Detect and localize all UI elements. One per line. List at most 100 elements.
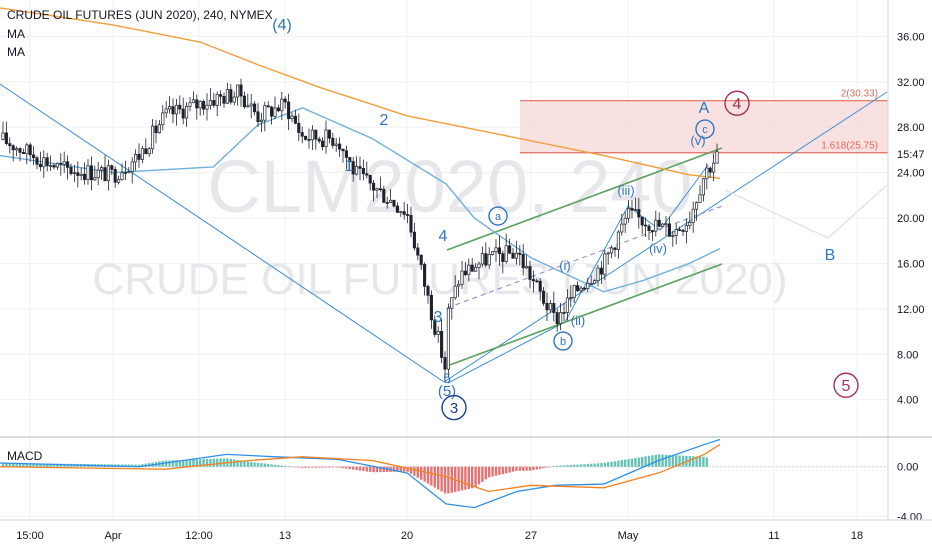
x-tick-label: 13 [279,530,291,542]
candle [21,148,25,155]
candle [521,244,525,276]
candle-body [297,122,301,133]
candle [25,142,29,165]
histogram-bar [307,466,311,468]
candle-body [15,148,19,151]
candle [586,277,590,293]
candle-body [334,143,338,146]
watermark-symbol: CLM2020, 240 [207,145,692,228]
candle [538,278,542,301]
candle-body [208,100,212,106]
candle-body [613,247,617,250]
candle-body [453,285,457,299]
candle [705,163,709,190]
histogram-bar [528,466,532,471]
candle-body [650,230,654,232]
candle [253,101,257,116]
candle-body [249,103,253,107]
candle [576,281,580,293]
candle [375,187,379,199]
histogram-bar [382,466,385,473]
histogram-bar [12,463,15,467]
candle-body [8,143,12,147]
candle [314,129,318,150]
candle [606,251,610,265]
histogram-bar [443,466,447,494]
histogram-bar [423,466,426,482]
histogram-bar [637,457,640,467]
candlesticks [1,78,719,382]
histogram-bar [358,466,362,471]
candle-body [525,266,529,269]
histogram-bar [372,466,375,473]
trend-line-1 [0,83,445,383]
candle [423,262,427,296]
histogram-bar [338,466,341,468]
histogram-bar [471,466,474,489]
histogram-bar [290,466,294,468]
candle-body [474,267,478,272]
candle-body [140,148,144,160]
histogram-bar [705,457,708,467]
candle-body [348,157,352,163]
histogram-bar [321,466,324,468]
candle [633,197,637,211]
candle-body [225,89,229,104]
histogram-bar [559,465,562,467]
candle [127,167,131,174]
candle [657,212,661,227]
histogram-bar [49,463,52,467]
histogram-bar [365,466,368,472]
candle [317,136,321,144]
histogram-bar [141,464,144,467]
candle-body [715,151,719,164]
wave-label: (v) [690,133,705,148]
candle-body [181,108,185,119]
candle-body [280,98,284,112]
histogram-bar [627,459,630,467]
candle-body [147,148,151,155]
candle [239,78,243,107]
candle [232,91,236,106]
candle [79,167,83,181]
candle [219,90,223,107]
histogram-bar [678,455,681,467]
candle-body [185,105,189,119]
histogram-bar [219,458,222,467]
candle [453,275,457,300]
histogram-bar [246,461,249,467]
macd-indicator[interactable]: MACD [7,449,43,463]
histogram-bar [32,463,35,467]
candle-body [25,144,29,154]
ma-indicator-1[interactable]: MA [7,27,25,41]
candle-body [304,135,308,140]
histogram-bar [586,463,589,467]
histogram-bar [491,466,494,477]
histogram-bar [399,466,402,472]
candle-body [164,108,168,114]
candle-body [191,99,195,104]
candle-body [569,297,573,299]
histogram-bar [447,466,450,494]
ma-indicator-2[interactable]: MA [7,45,25,59]
histogram-bar [362,466,365,472]
wave-label: 5 [842,378,851,395]
candle-body [212,100,216,106]
candle [715,143,719,164]
ma-line-slow [0,7,721,179]
candle [474,263,478,272]
histogram-bar [236,459,239,467]
wave-label-circle [441,394,467,421]
histogram-bar [596,463,600,467]
candle [83,162,87,185]
histogram-bar [301,466,304,468]
candle [280,91,284,121]
candle-body [174,104,178,115]
histogram-bar [508,466,511,473]
histogram-bar [573,464,576,467]
candle-body [606,252,610,255]
candle-body [637,209,641,218]
candle [395,202,399,214]
candle-body [151,125,155,150]
candle-body [1,132,5,140]
